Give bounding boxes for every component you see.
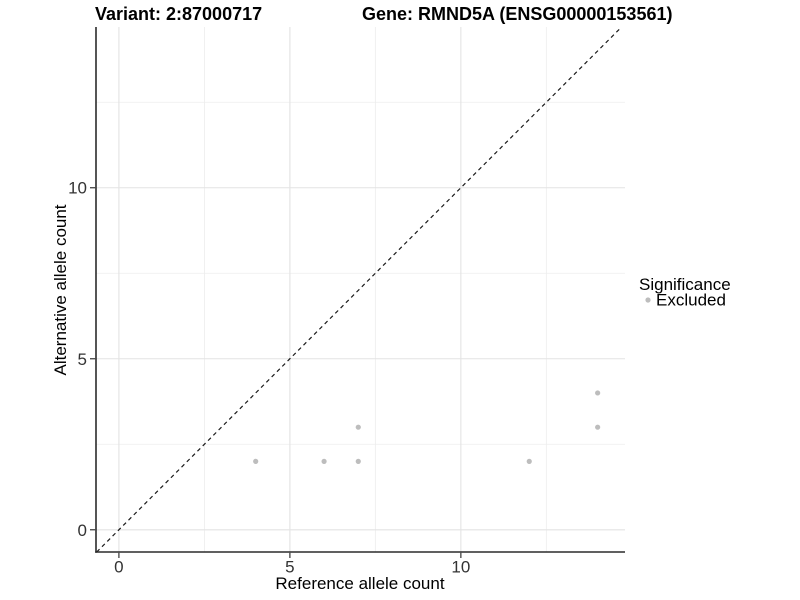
- identity-line: [96, 26, 623, 553]
- data-point: [253, 458, 259, 464]
- data-point: [595, 424, 601, 430]
- legend-title: Significance: [639, 275, 731, 294]
- legend: Significance Excluded: [639, 275, 731, 310]
- reference-line-layer: [96, 26, 623, 553]
- y-axis-title: Alternative allele count: [51, 204, 70, 375]
- x-tick-label: 5: [285, 558, 294, 577]
- data-point: [595, 390, 601, 396]
- x-tick-label: 0: [114, 558, 123, 577]
- tick-marks-and-labels: 0 5 10 0 5 10: [68, 179, 470, 577]
- y-tick-label: 5: [78, 350, 87, 369]
- y-tick-label: 0: [78, 521, 87, 540]
- x-axis-title: Reference allele count: [275, 574, 444, 593]
- plot-title-variant: Variant: 2:87000717: [95, 4, 262, 24]
- plot-title-gene: Gene: RMND5A (ENSG00000153561): [362, 4, 672, 24]
- legend-item-label-excluded: Excluded: [656, 291, 726, 310]
- data-point: [355, 458, 361, 464]
- data-point: [526, 458, 532, 464]
- x-tick-label: 10: [451, 558, 470, 577]
- data-point: [321, 458, 327, 464]
- legend-marker-circle-icon: [645, 297, 651, 303]
- data-points: [253, 390, 601, 464]
- data-point: [355, 424, 361, 430]
- axes: [95, 27, 625, 553]
- gridlines: [96, 27, 625, 552]
- y-tick-label: 10: [68, 179, 87, 198]
